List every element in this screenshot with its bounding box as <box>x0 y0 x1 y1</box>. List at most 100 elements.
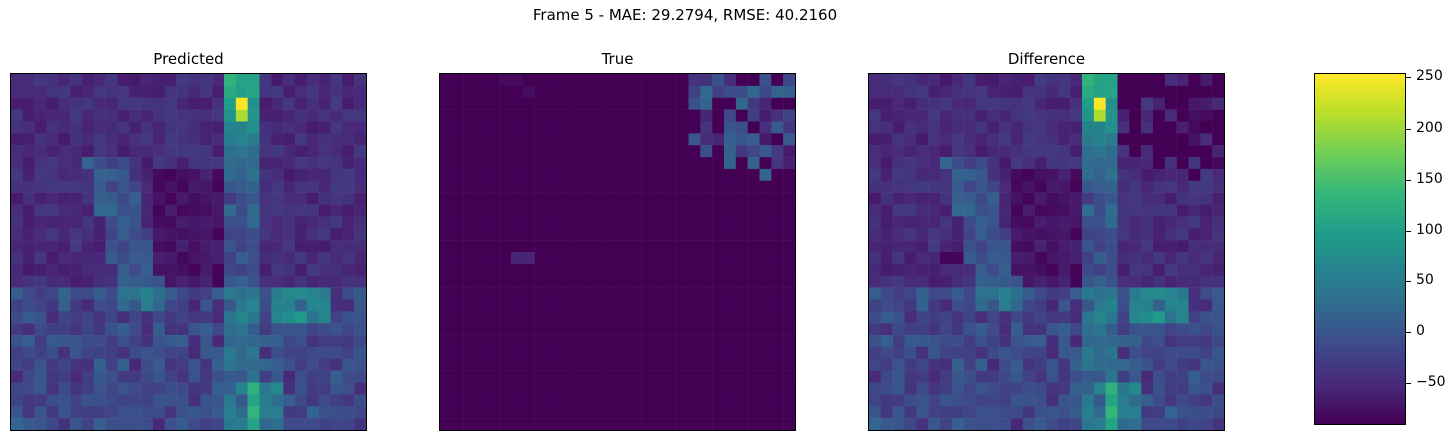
difference-cell <box>1141 216 1154 229</box>
predicted-cell <box>318 370 331 383</box>
predicted-cell <box>93 192 106 205</box>
true-cell <box>522 252 535 265</box>
predicted-cell <box>224 323 237 336</box>
true-cell <box>724 121 737 134</box>
difference-cell <box>1200 192 1213 205</box>
predicted-cell <box>129 263 142 276</box>
difference-cell <box>904 109 917 122</box>
predicted-cell <box>271 228 284 241</box>
difference-cell <box>892 323 905 336</box>
true-cell <box>712 74 725 87</box>
true-cell <box>570 121 583 134</box>
predicted-cell <box>117 335 130 348</box>
true-cell <box>664 192 677 205</box>
true-cell <box>688 252 701 265</box>
true-cell <box>463 204 476 217</box>
difference-cell <box>1129 358 1142 371</box>
true-cell <box>700 252 713 265</box>
true-cell <box>546 97 559 110</box>
predicted-cell <box>129 180 142 193</box>
true-cell <box>747 157 760 170</box>
predicted-cell <box>164 346 177 360</box>
true-cell <box>546 418 559 430</box>
predicted-cell <box>129 406 142 419</box>
difference-cell <box>963 145 976 158</box>
true-cell <box>700 180 713 193</box>
difference-cell <box>1164 263 1177 276</box>
predicted-cell <box>105 228 118 241</box>
true-cell <box>534 358 547 371</box>
difference-cell <box>916 74 929 87</box>
true-cell <box>440 180 453 193</box>
difference-cell <box>892 74 905 87</box>
difference-cell <box>951 311 964 324</box>
predicted-cell <box>34 97 47 110</box>
predicted-cell <box>34 204 47 217</box>
difference-cell <box>1188 382 1201 395</box>
predicted-cell <box>176 240 189 253</box>
predicted-cell <box>58 157 71 170</box>
true-cell <box>570 74 583 87</box>
true-cell <box>700 287 713 300</box>
true-cell <box>582 394 595 407</box>
true-cell <box>664 382 677 395</box>
difference-cell <box>1011 358 1024 371</box>
predicted-cell <box>46 109 59 122</box>
predicted-cell <box>93 228 106 241</box>
difference-cell <box>892 168 905 182</box>
difference-cell <box>869 358 882 371</box>
predicted-cell <box>259 157 272 170</box>
predicted-cell <box>153 109 166 122</box>
predicted-cell <box>295 74 308 87</box>
difference-cell <box>1153 109 1166 122</box>
difference-cell <box>904 228 917 241</box>
true-cell <box>546 370 559 383</box>
difference-cell <box>1011 192 1024 205</box>
difference-cell <box>987 323 1000 336</box>
predicted-cell <box>82 287 95 300</box>
difference-cell <box>1153 180 1166 193</box>
predicted-cell <box>235 216 248 229</box>
true-cell <box>570 216 583 229</box>
predicted-cell <box>354 311 366 324</box>
difference-cell <box>904 358 917 371</box>
true-cell <box>700 204 713 217</box>
true-cell <box>605 109 618 122</box>
predicted-cell <box>58 216 71 229</box>
true-cell <box>676 335 689 348</box>
difference-cell <box>869 157 882 170</box>
difference-cell <box>1117 85 1130 98</box>
true-cell <box>511 406 524 419</box>
difference-cell <box>1212 216 1224 229</box>
true-cell <box>771 228 784 241</box>
difference-cell <box>1164 382 1177 395</box>
true-cell <box>771 358 784 371</box>
true-cell <box>664 216 677 229</box>
true-cell <box>558 121 571 134</box>
difference-cell <box>1046 85 1059 98</box>
true-cell <box>546 109 559 122</box>
predicted-cell <box>271 157 284 170</box>
true-cell <box>629 85 642 98</box>
true-cell <box>605 394 618 407</box>
true-cell <box>771 382 784 395</box>
true-cell <box>463 382 476 395</box>
true-cell <box>570 346 583 360</box>
true-cell <box>558 168 571 182</box>
true-cell <box>759 204 772 217</box>
difference-cell <box>916 275 929 288</box>
difference-cell <box>1046 204 1059 217</box>
predicted-cell <box>295 192 308 205</box>
difference-cell <box>975 275 988 288</box>
predicted-cell <box>34 287 47 300</box>
difference-cell <box>1093 121 1106 134</box>
true-cell <box>593 74 606 87</box>
predicted-cell <box>283 358 296 371</box>
predicted-cell <box>306 299 319 312</box>
true-cell <box>463 406 476 419</box>
predicted-cell <box>11 157 24 170</box>
true-cell <box>499 335 512 348</box>
difference-cell <box>1176 406 1189 419</box>
predicted-cell <box>235 263 248 276</box>
predicted-cell <box>283 335 296 348</box>
